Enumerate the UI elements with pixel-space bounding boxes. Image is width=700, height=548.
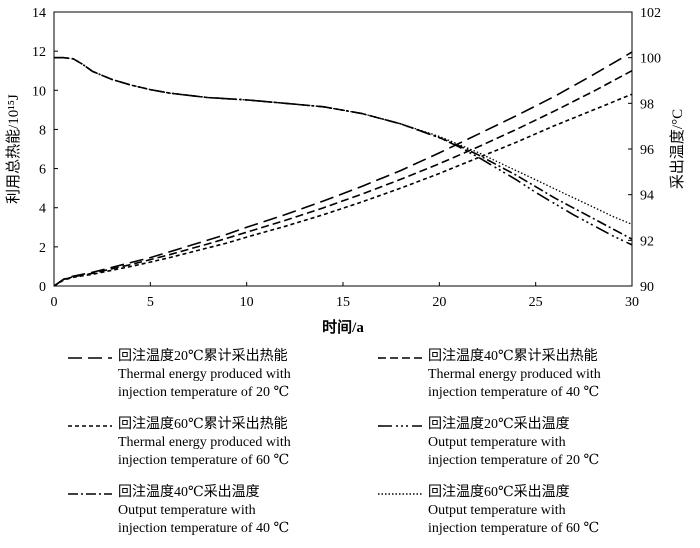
- series-line-1: [53, 51, 633, 287]
- legend: 回注温度20℃累计采出热能 Thermal energy produced wi…: [0, 340, 700, 544]
- legend-entry-energy-40: 回注温度40℃累计采出热能 Thermal energy produced wi…: [376, 348, 700, 412]
- series-line-6: [54, 57, 633, 225]
- x-tick-label: 5: [147, 295, 154, 310]
- legend-label-temp-60: 回注温度60℃采出温度: [428, 485, 570, 500]
- y-left-tick-label: 8: [39, 123, 46, 138]
- legend-entry-temp-20: 回注温度20℃采出温度 Output temperature with inje…: [376, 416, 700, 480]
- series-line-4: [54, 56, 633, 246]
- ticks: 0 5 10 15 20 25 30 0 2 4 6 8 10 12 14 90 92 94 96 98 100 102: [32, 6, 661, 310]
- y-right-tick-label: 90: [640, 280, 654, 295]
- legend-label-energy-60-en1: Thermal energy produced with: [118, 435, 291, 450]
- legend-label-energy-20-en1: Thermal energy produced with: [118, 367, 291, 382]
- series-line-5: [54, 56, 633, 240]
- y-axis-right-label: 采出温度/°C: [669, 109, 686, 189]
- x-tick-label: 25: [529, 295, 543, 310]
- legend-label-temp-40-en1: Output temperature with: [118, 503, 256, 518]
- legend-label-energy-20: 回注温度20℃累计采出热能: [118, 349, 288, 364]
- legend-label-energy-20-en2: injection temperature of 20 ℃: [118, 385, 290, 400]
- series-line-3: [53, 93, 633, 287]
- legend-label-temp-20-en1: Output temperature with: [428, 435, 566, 450]
- legend-label-energy-60-en2: injection temperature of 60 ℃: [118, 453, 290, 468]
- legend-label-energy-40-en2: injection temperature of 40 ℃: [428, 385, 600, 400]
- y-left-tick-label: 6: [39, 163, 46, 178]
- x-tick-label: 0: [51, 295, 58, 310]
- y-left-tick-label: 0: [39, 280, 46, 295]
- x-axis-label: 时间/a: [322, 318, 364, 336]
- y-right-tick-label: 92: [640, 234, 654, 249]
- legend-label-temp-20: 回注温度20℃采出温度: [428, 417, 570, 432]
- legend-entry-energy-20: 回注温度20℃累计采出热能 Thermal energy produced wi…: [66, 348, 396, 412]
- y-right-tick-label: 100: [640, 52, 661, 67]
- legend-entry-temp-60: 回注温度60℃采出温度 Output temperature with inje…: [376, 484, 700, 548]
- legend-label-temp-60-en1: Output temperature with: [428, 503, 566, 518]
- x-tick-label: 10: [240, 295, 254, 310]
- plot-frame: [53, 11, 633, 287]
- legend-label-temp-40-en2: injection temperature of 40 ℃: [118, 521, 290, 536]
- chart-svg: 0 5 10 15 20 25 30024681012149092949698100102 …: [5, 6, 686, 336]
- legend-entry-temp-40: 回注温度40℃采出温度 Output temperature with inje…: [66, 484, 396, 548]
- legend-entry-energy-60: 回注温度60℃累计采出热能 Thermal energy produced wi…: [66, 416, 396, 480]
- y-left-tick-label: 14: [32, 6, 46, 21]
- y-right-tick-label: 98: [640, 97, 654, 112]
- legend-label-temp-60-en2: injection temperature of 60 ℃: [428, 521, 600, 536]
- legend-label-energy-60: 回注温度60℃累计采出热能: [118, 417, 288, 432]
- y-left-tick-label: 2: [39, 241, 46, 256]
- y-left-tick-label: 4: [39, 202, 46, 217]
- legend-label-energy-40: 回注温度40℃累计采出热能: [428, 349, 598, 364]
- y-left-tick-label: 10: [32, 84, 46, 99]
- y-right-tick-label: 102: [640, 6, 661, 21]
- x-tick-label: 20: [432, 295, 446, 310]
- legend-label-energy-40-en1: Thermal energy produced with: [428, 367, 601, 382]
- legend-label-temp-40: 回注温度40℃采出温度: [118, 485, 260, 500]
- y-right-tick-label: 96: [640, 143, 654, 158]
- series-line-2: [53, 69, 633, 287]
- legend-label-temp-20-en2: injection temperature of 20 ℃: [428, 453, 600, 468]
- series-lines: [53, 51, 633, 287]
- y-left-tick-label: 12: [32, 45, 46, 60]
- x-tick-label: 15: [336, 295, 350, 310]
- x-tick-label: 30: [625, 295, 639, 310]
- y-axis-left-label: 利用总热能/10¹⁵J: [5, 94, 22, 204]
- y-right-tick-label: 94: [640, 189, 654, 204]
